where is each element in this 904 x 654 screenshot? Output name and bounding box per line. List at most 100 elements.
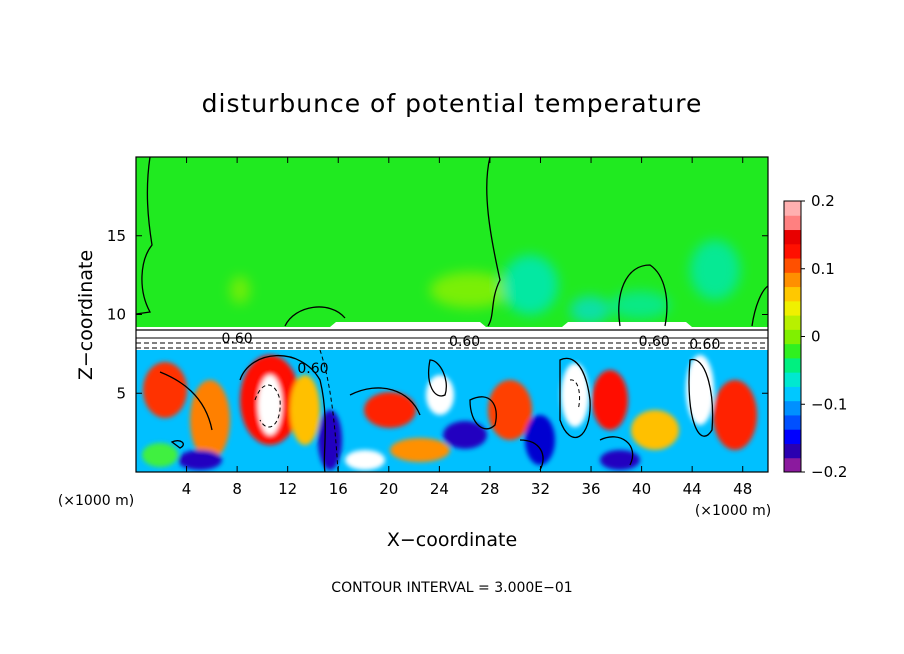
warm-patch bbox=[390, 438, 450, 462]
x-tick-label: 24 bbox=[430, 480, 449, 498]
contour-label: 0.60 bbox=[222, 331, 253, 347]
contour-labels-layer: 0.60 0.60 0.60 0.60 0.60 bbox=[222, 331, 721, 377]
y-axis: 5 10 15 bbox=[107, 227, 768, 402]
colorbar-swatch bbox=[784, 414, 801, 430]
cold-patch bbox=[686, 355, 714, 425]
contour-line bbox=[349, 387, 421, 416]
turbulent-base bbox=[136, 345, 768, 472]
contour-interval-footer: CONTOUR INTERVAL = 3.000E−01 bbox=[331, 580, 572, 596]
contour-line bbox=[284, 306, 346, 327]
plot-area: 0.60 0.60 0.60 0.60 0.60 bbox=[136, 157, 768, 472]
dashed-contours bbox=[254, 349, 581, 472]
warm-patch bbox=[290, 375, 320, 445]
chart-title: disturbunce of potential temperature bbox=[202, 89, 703, 118]
colorbar-swatch bbox=[784, 329, 801, 345]
contour-line bbox=[170, 440, 184, 449]
x-tick-label: 20 bbox=[379, 480, 398, 498]
cold-patch bbox=[426, 375, 454, 415]
cold-patch bbox=[443, 421, 487, 449]
x-axis: 4 8 12 16 20 24 28 32 36 40 44 48 bbox=[182, 157, 752, 498]
upper-patch bbox=[230, 276, 250, 304]
warm-patch bbox=[592, 370, 628, 430]
warm-patch bbox=[713, 380, 757, 450]
colorbar-swatch bbox=[784, 357, 801, 373]
upper-patch bbox=[690, 240, 740, 300]
x-tick-label: 28 bbox=[480, 480, 499, 498]
contour-line bbox=[239, 354, 326, 472]
warm-patch bbox=[631, 410, 679, 450]
x-tick-label: 16 bbox=[329, 480, 348, 498]
upper-patch bbox=[570, 296, 610, 324]
contour-line bbox=[319, 349, 339, 472]
cold-patch bbox=[345, 450, 385, 470]
y-tick-label: 15 bbox=[107, 227, 126, 245]
y-tick-label: 5 bbox=[116, 384, 126, 402]
contour-line bbox=[688, 359, 714, 437]
colorbar-swatch bbox=[784, 457, 801, 473]
x-tick-label: 40 bbox=[632, 480, 651, 498]
x-tick-label: 4 bbox=[182, 480, 192, 498]
y-axis-label: Z−coordinate bbox=[75, 250, 97, 380]
capping-layer bbox=[136, 322, 768, 350]
colorbar-swatch bbox=[784, 201, 801, 216]
warm-patch bbox=[364, 392, 416, 428]
colorbar-swatch bbox=[784, 215, 801, 231]
colorbar-tick-label: 0 bbox=[811, 328, 821, 346]
colorbar-swatch bbox=[784, 258, 801, 273]
y-tick-label: 10 bbox=[107, 306, 126, 324]
colorbar-swatch bbox=[784, 315, 801, 330]
colorbar-swatch bbox=[784, 429, 801, 444]
contour-lines bbox=[136, 157, 768, 472]
cold-patch bbox=[318, 410, 342, 470]
colorbar-swatch bbox=[784, 300, 801, 316]
colorbar-tick-label: −0.1 bbox=[811, 395, 847, 413]
contour-line bbox=[599, 436, 634, 466]
cold-patch bbox=[600, 450, 640, 470]
contour-line bbox=[618, 264, 668, 327]
contour-line bbox=[428, 359, 447, 397]
contour-line bbox=[569, 379, 581, 411]
contour-line bbox=[136, 157, 153, 315]
colorbar-swatch bbox=[784, 286, 801, 302]
contour-label: 0.60 bbox=[449, 334, 480, 350]
contour-line bbox=[751, 285, 768, 327]
x-tick-label: 12 bbox=[278, 480, 297, 498]
contour-label: 0.60 bbox=[297, 361, 328, 377]
colorbar-tick-label: 0.2 bbox=[811, 192, 835, 210]
x-tick-label: 32 bbox=[531, 480, 550, 498]
contour-line bbox=[469, 396, 497, 430]
x-tick-label: 48 bbox=[733, 480, 752, 498]
contour-line bbox=[519, 439, 544, 471]
x-tick-label: 36 bbox=[581, 480, 600, 498]
contour-label: 0.60 bbox=[639, 334, 670, 350]
contour-line bbox=[486, 157, 501, 327]
x-unit-label-right: (×1000 m) bbox=[695, 503, 771, 519]
contour-line bbox=[254, 384, 281, 428]
x-tick-label: 44 bbox=[683, 480, 702, 498]
colorbar-swatch bbox=[784, 343, 801, 359]
contour-line bbox=[559, 357, 591, 439]
colorbar-frame bbox=[783, 200, 802, 473]
colorbar-swatch bbox=[784, 386, 801, 402]
contour-line bbox=[159, 371, 213, 431]
warm-patch bbox=[142, 443, 178, 467]
cold-patch bbox=[525, 415, 555, 465]
upper-patch bbox=[610, 291, 670, 319]
warm-patch bbox=[143, 362, 187, 418]
warm-patch bbox=[488, 380, 532, 440]
colorbar-tick-label: −0.2 bbox=[811, 463, 847, 481]
colorbar-swatch bbox=[784, 443, 801, 459]
colorbar-swatch bbox=[784, 400, 801, 416]
upper-patch bbox=[502, 255, 558, 315]
cold-patch bbox=[178, 450, 222, 470]
colorbar-tick-label: 0.1 bbox=[811, 260, 835, 278]
upper-field-patches bbox=[230, 240, 740, 324]
colorbar-swatch bbox=[784, 272, 801, 288]
colorbar: 0.2 0.1 0 −0.1 −0.2 bbox=[784, 192, 847, 481]
turbulent-layer bbox=[136, 345, 768, 472]
x-tick-label: 8 bbox=[232, 480, 242, 498]
colorbar-swatch bbox=[784, 229, 801, 245]
colorbar-swatch bbox=[784, 372, 801, 387]
colorbar-swatch bbox=[784, 243, 801, 259]
